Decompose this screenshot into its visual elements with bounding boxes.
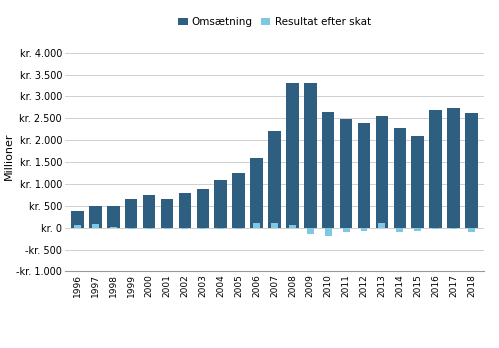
Y-axis label: Millioner: Millioner <box>3 133 13 180</box>
Bar <box>164 228 171 229</box>
Bar <box>325 228 332 236</box>
Bar <box>468 228 475 232</box>
Bar <box>107 206 119 228</box>
Bar <box>465 113 478 228</box>
Bar <box>179 193 191 228</box>
Bar <box>378 223 385 228</box>
Bar <box>304 83 316 228</box>
Bar <box>197 189 209 228</box>
Bar <box>340 119 352 228</box>
Bar <box>89 206 102 228</box>
Bar <box>71 211 84 228</box>
Bar <box>161 199 173 228</box>
Bar <box>215 180 227 228</box>
Bar <box>253 223 260 228</box>
Bar <box>447 108 460 228</box>
Bar <box>414 228 421 231</box>
Bar <box>396 228 403 232</box>
Bar <box>125 199 137 228</box>
Bar <box>289 224 296 228</box>
Bar <box>146 228 153 229</box>
Bar <box>74 225 81 228</box>
Bar <box>430 110 442 228</box>
Bar <box>322 112 334 228</box>
Bar <box>92 224 99 228</box>
Bar <box>182 228 188 229</box>
Bar <box>432 228 439 229</box>
Bar <box>376 116 388 228</box>
Bar <box>233 173 245 228</box>
Bar <box>412 136 424 228</box>
Bar <box>268 130 281 228</box>
Bar <box>199 228 206 229</box>
Bar <box>235 228 242 229</box>
Bar <box>358 123 370 228</box>
Bar <box>343 228 349 232</box>
Bar <box>271 223 278 228</box>
Bar <box>450 228 457 229</box>
Bar <box>394 127 406 228</box>
Bar <box>217 228 224 229</box>
Legend: Omsætning, Resultat efter skat: Omsætning, Resultat efter skat <box>178 17 371 27</box>
Bar <box>361 228 367 231</box>
Bar <box>128 228 135 229</box>
Bar <box>143 195 155 228</box>
Bar <box>286 83 298 228</box>
Bar <box>110 227 117 228</box>
Bar <box>307 228 314 234</box>
Bar <box>250 158 263 228</box>
